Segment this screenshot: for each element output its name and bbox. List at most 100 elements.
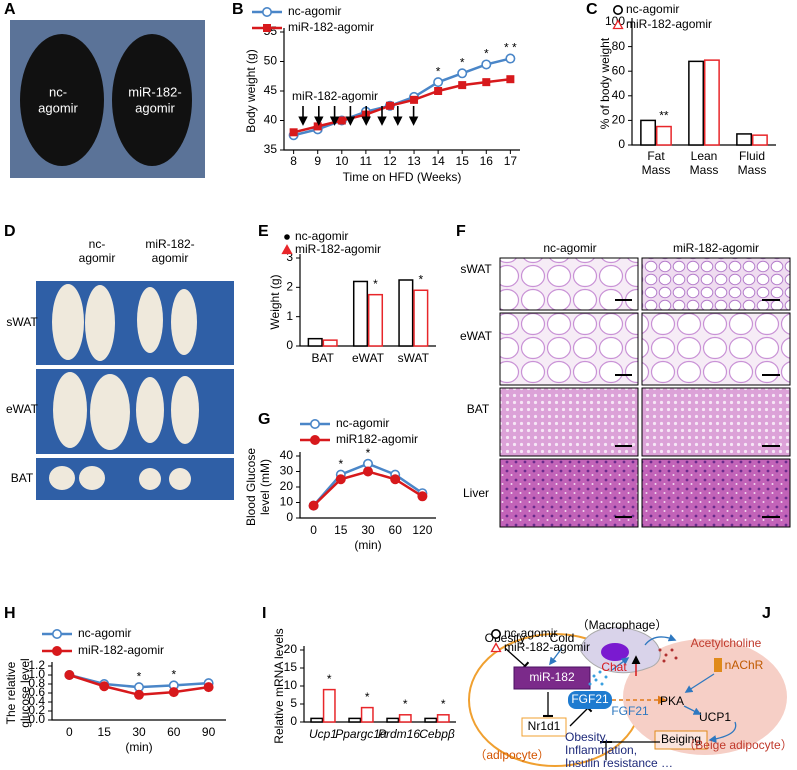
y-tick-label: 0 xyxy=(618,137,625,151)
x-tick-label: 11 xyxy=(360,154,373,168)
panel-label: B xyxy=(232,1,244,18)
point xyxy=(363,466,373,477)
photo-header: miR-182- xyxy=(145,237,194,251)
y-tick-label: 35 xyxy=(264,142,278,156)
significance: ** xyxy=(659,109,669,123)
mouse xyxy=(20,34,104,166)
arrow xyxy=(644,634,677,646)
point xyxy=(313,122,322,131)
acetylcholine-dots xyxy=(658,648,678,663)
y-tick-label: 50 xyxy=(264,54,278,68)
bar xyxy=(348,717,362,723)
significance: * xyxy=(441,697,446,711)
point xyxy=(289,128,298,137)
y-tick-label: 40 xyxy=(280,448,294,462)
bar xyxy=(398,714,412,723)
photo-label: agomir xyxy=(38,100,78,115)
diagram-label: Insulin resistance … xyxy=(565,756,673,770)
legend-marker xyxy=(612,19,624,30)
significance: * xyxy=(418,272,423,286)
diagram-label: （Macrophage） xyxy=(577,618,668,632)
y-tick-label: 2 xyxy=(286,280,293,294)
legend-label: miR182-agomir xyxy=(336,432,418,446)
photo-row-label: BAT xyxy=(11,471,34,485)
point xyxy=(168,687,179,698)
point xyxy=(481,59,492,70)
significance: * xyxy=(338,457,343,471)
significance: * xyxy=(484,47,489,61)
y-axis-label: Blood Glucose xyxy=(244,448,258,526)
y-tick-label: 30 xyxy=(280,464,294,478)
significance: * xyxy=(373,277,378,291)
diagram-label: Inflammation, xyxy=(565,743,637,757)
legend-label: miR-182-agomir xyxy=(295,242,381,256)
x-tick-label: 14 xyxy=(431,154,445,168)
point xyxy=(457,68,468,79)
bar xyxy=(322,688,336,723)
diagram-label: Acetylcholine xyxy=(691,636,762,650)
point xyxy=(434,87,443,95)
legend-marker xyxy=(490,642,502,653)
y-tick-label: 40 xyxy=(612,88,626,102)
y-axis-label: The relative xyxy=(4,661,18,724)
x-tick-label: Cebpβ xyxy=(419,727,455,741)
diagram-label: miR-182 xyxy=(529,670,575,684)
series-line xyxy=(312,470,424,507)
x-tick-label: 30 xyxy=(132,725,146,739)
x-tick-label: Mass xyxy=(738,163,767,177)
y-axis-label: Weight (g) xyxy=(268,274,282,329)
arrow xyxy=(683,705,702,715)
x-tick-label: sWAT xyxy=(398,351,430,365)
bar xyxy=(640,119,657,146)
x-tick-label: Ucp1 xyxy=(309,727,337,741)
legend-marker xyxy=(490,628,501,639)
y-tick-label: 0 xyxy=(286,338,293,352)
significance: * xyxy=(460,55,465,69)
photo-header: nc-agomir xyxy=(543,241,596,255)
y-tick-label: 10 xyxy=(280,495,294,509)
y-axis-label: % of body weight xyxy=(598,37,612,129)
point xyxy=(417,491,428,502)
legend-label: nc-agomir xyxy=(78,626,131,640)
y-tick-label: 45 xyxy=(264,83,278,97)
photo-label: miR-182- xyxy=(128,84,181,99)
photo-row-label: sWAT xyxy=(460,262,492,276)
arrow xyxy=(549,647,563,666)
x-tick-label: Fat xyxy=(647,149,665,163)
photo-row-label: sWAT xyxy=(6,315,38,329)
diagram-label: FGF21 xyxy=(571,692,609,706)
legend-label: miR-182-agomir xyxy=(626,17,712,31)
x-tick-label: 12 xyxy=(383,154,397,168)
diagram-j: （Macrophage） Obesity Cold miR-182 Nr1d1 … xyxy=(468,618,793,770)
diagram-label: （adipocyte） xyxy=(474,748,549,762)
bar xyxy=(436,714,450,723)
x-tick-label: 30 xyxy=(361,523,375,537)
bar xyxy=(367,293,384,347)
legend-marker xyxy=(309,418,320,429)
x-axis-label: (min) xyxy=(125,740,152,754)
significance: * xyxy=(137,669,142,683)
y-tick-label: 1.2 xyxy=(28,658,45,672)
x-tick-label: Ppargc1α xyxy=(335,727,388,741)
point xyxy=(506,75,515,84)
y-tick-label: 20 xyxy=(280,479,294,493)
panel-label: J xyxy=(762,605,771,622)
panel-label: H xyxy=(4,605,16,622)
mir-box xyxy=(513,666,591,690)
scale-bars xyxy=(615,299,780,518)
x-tick-label: 10 xyxy=(335,154,349,168)
x-tick-label: 90 xyxy=(202,725,216,739)
diagram-label: UCP1 xyxy=(699,710,731,724)
bar xyxy=(310,717,324,723)
bar xyxy=(703,59,720,146)
x-tick-label: 13 xyxy=(407,154,421,168)
diagram-label: Nr1d1 xyxy=(528,719,561,733)
photo-header: agomir xyxy=(152,251,189,265)
x-tick-label: Prdm16 xyxy=(378,727,420,741)
legend-label: nc-agomir xyxy=(288,4,341,18)
y-axis-label: glucose level xyxy=(18,658,32,727)
legend-marker xyxy=(51,628,62,639)
bar xyxy=(386,717,400,723)
photo-label: nc- xyxy=(49,84,67,99)
